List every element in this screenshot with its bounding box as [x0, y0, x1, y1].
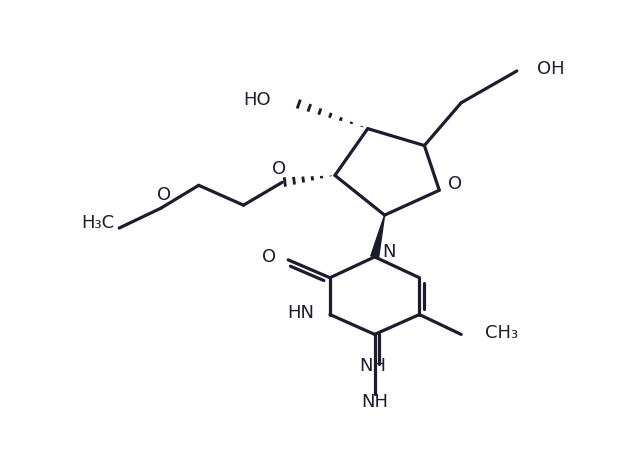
Text: HO: HO: [244, 91, 271, 109]
Polygon shape: [371, 215, 385, 258]
Text: O: O: [262, 248, 276, 266]
Text: O: O: [157, 186, 171, 204]
Text: NH: NH: [361, 393, 388, 411]
Text: N: N: [383, 243, 396, 261]
Text: HN: HN: [287, 304, 314, 321]
Text: O: O: [448, 175, 462, 193]
Text: CH₃: CH₃: [485, 324, 518, 343]
Text: OH: OH: [537, 60, 564, 78]
Text: O: O: [272, 160, 286, 179]
Text: H₃C: H₃C: [81, 214, 114, 232]
Text: NH: NH: [359, 357, 386, 375]
